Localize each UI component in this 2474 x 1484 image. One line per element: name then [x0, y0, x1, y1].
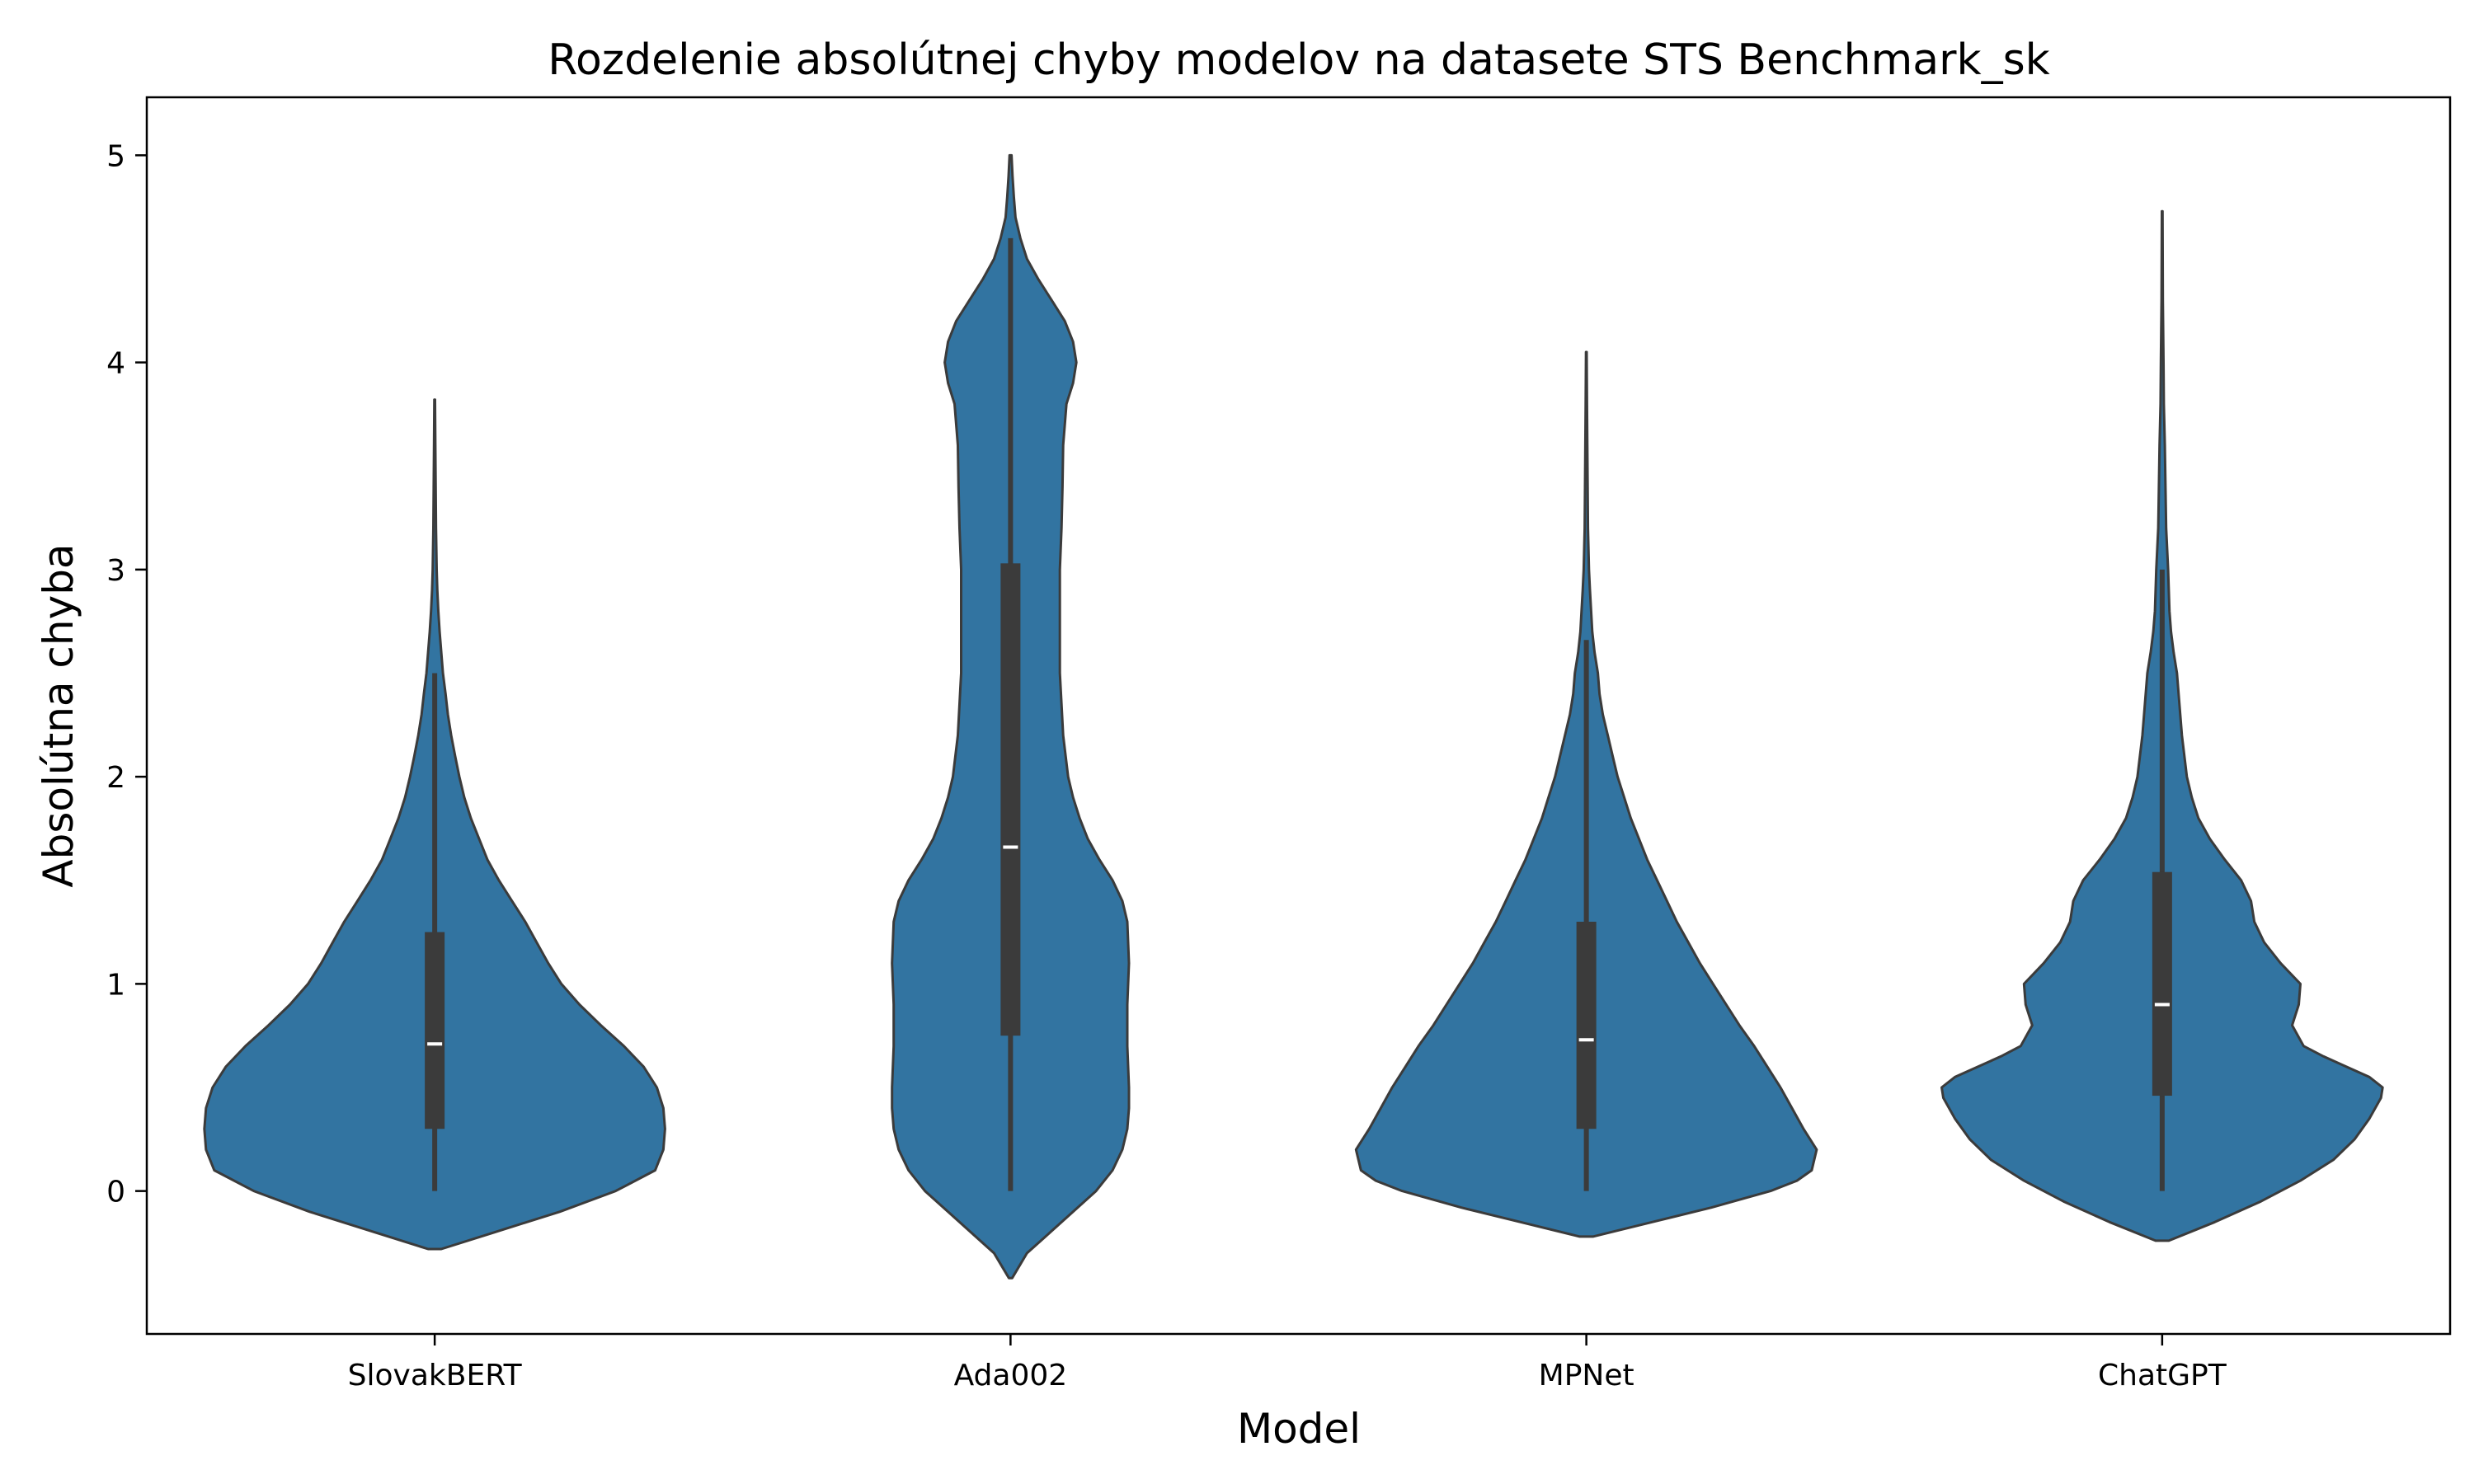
- y-tick-label: 5: [106, 139, 125, 173]
- x-tick-label: SlovakBERT: [348, 1359, 523, 1392]
- y-tick-label: 2: [106, 761, 125, 795]
- x-axis-label: Model: [1237, 1405, 1361, 1453]
- y-tick-label: 3: [106, 554, 125, 588]
- y-tick-label: 4: [106, 347, 125, 381]
- x-tick-label: MPNet: [1539, 1359, 1634, 1392]
- x-tick-label: ChatGPT: [2098, 1359, 2227, 1392]
- y-axis-label: Absolútna chyba: [35, 543, 82, 887]
- violin-iqr-box: [1000, 563, 1021, 1036]
- y-tick-label: 1: [106, 968, 125, 1002]
- violin-iqr-box: [1576, 922, 1597, 1129]
- x-axis-ticks: SlovakBERT Ada002 MPNet ChatGPT: [348, 1334, 2227, 1392]
- violin-iqr-box: [2152, 871, 2172, 1097]
- violins-layer: [203, 153, 2384, 1280]
- x-tick-label: Ada002: [954, 1359, 1068, 1392]
- plot-frame: [145, 96, 2452, 1336]
- violin-iqr-box: [425, 932, 445, 1129]
- chart-title: Rozdelenie absolútnej chyby modelov na d…: [548, 35, 2050, 85]
- y-axis-ticks: 0 1 2 3 4 5: [106, 139, 147, 1209]
- y-tick-label: 0: [106, 1176, 125, 1209]
